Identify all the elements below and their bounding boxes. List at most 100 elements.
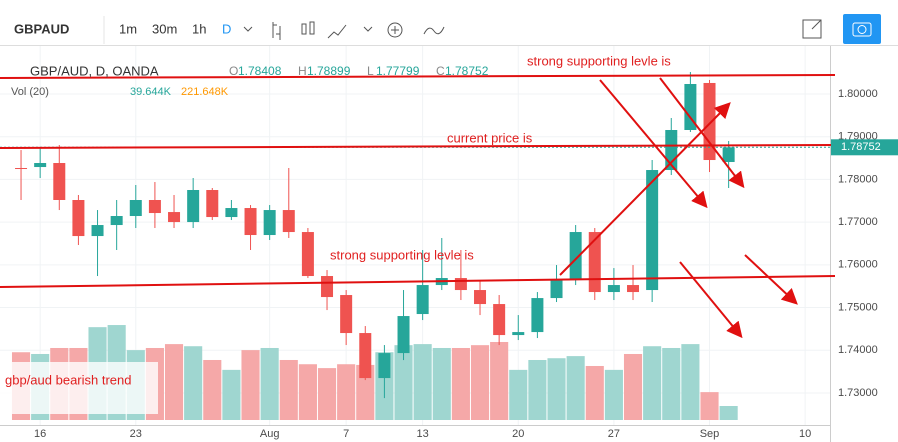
volume-bar: [566, 356, 585, 420]
annotation: strong supporting levle is: [527, 53, 671, 68]
x-tick-label: 10: [799, 428, 811, 440]
y-tick-label: 1.74000: [838, 344, 878, 356]
volume-bar: [432, 347, 451, 420]
candle-body: [72, 200, 85, 237]
candle-body: [607, 285, 620, 293]
last-price-label: 1.78752: [841, 141, 881, 153]
candle-body: [569, 232, 582, 281]
chart-title: GBP/AUD, D, OANDA: [30, 63, 159, 78]
ohlc-value: 1.78899: [307, 64, 351, 78]
volume-bar: [585, 365, 604, 420]
annotation: current price is: [447, 130, 533, 145]
volume-bar: [470, 345, 490, 420]
volume-bar: [509, 369, 528, 420]
volume-bar: [528, 359, 547, 420]
candle-body: [129, 200, 142, 217]
dropdown-icon[interactable]: [243, 26, 253, 32]
candle-body: [512, 332, 525, 336]
volume-bar: [203, 359, 222, 420]
ohlc-value: 1.78752: [445, 64, 489, 78]
candle-body: [91, 225, 104, 237]
x-tick-label: 13: [417, 428, 429, 440]
candle-body: [321, 276, 334, 298]
volume-bar: [164, 344, 184, 420]
volume-bar: [604, 369, 623, 420]
candle-body: [550, 280, 563, 299]
ohlc-value: 1.77799: [376, 64, 420, 78]
annotation: strong supporting levle is: [330, 247, 474, 262]
annotation: gbp/aud bearish trend: [5, 372, 131, 387]
candle-body: [722, 147, 735, 162]
snapshot-button[interactable]: [843, 14, 881, 44]
candle-body: [187, 190, 200, 223]
candle-body: [493, 304, 506, 336]
drawings: [0, 74, 836, 339]
candle-body: [340, 295, 353, 334]
x-tick-label: 27: [608, 428, 620, 440]
toolbar: [0, 0, 898, 46]
volume-name: Vol (20): [11, 86, 49, 98]
candle-body: [168, 212, 181, 223]
volume-bar: [241, 350, 260, 420]
candle-body: [474, 290, 487, 305]
volume-bar: [643, 346, 662, 420]
ohlc-key: L: [367, 64, 374, 78]
candle-body: [359, 333, 372, 379]
x-tick-label: 16: [34, 428, 46, 440]
interval[interactable]: 1m: [119, 21, 137, 36]
x-tick-label: 7: [343, 428, 349, 440]
volume-bar: [317, 368, 337, 420]
candle-body: [225, 208, 238, 218]
camera-lens: [857, 25, 867, 34]
volume-bar: [681, 344, 700, 420]
ohlc-key: O: [229, 64, 238, 78]
y-tick-label: 1.80000: [838, 88, 878, 100]
candle-body: [15, 168, 28, 170]
candle-body: [53, 163, 66, 200]
interval[interactable]: 1h: [192, 21, 206, 36]
candle-body: [416, 285, 429, 315]
candle-body: [454, 278, 467, 291]
volume-bar: [279, 359, 298, 420]
volume-bar: [356, 364, 375, 420]
interval[interactable]: 30m: [152, 21, 177, 36]
volume-bar: [260, 347, 279, 420]
volume-bar: [337, 364, 356, 420]
candle-body: [378, 353, 391, 379]
candle-body: [282, 210, 295, 233]
ohlc-key: H: [298, 64, 307, 78]
x-tick-label: Aug: [260, 428, 280, 440]
y-tick-label: 1.76000: [838, 259, 878, 271]
symbol[interactable]: GBPAUD: [14, 21, 69, 36]
toolbar-icons[interactable]: [272, 19, 822, 40]
interval[interactable]: D: [222, 21, 231, 36]
candle-body: [684, 83, 697, 130]
candle-body: [588, 232, 601, 293]
candle-body: [531, 298, 544, 333]
candle-body: [397, 316, 410, 354]
volume-bar: [394, 345, 413, 420]
candle-body: [627, 285, 640, 293]
volume-bar: [719, 406, 738, 420]
volume-bar: [222, 369, 241, 420]
candle-body: [646, 170, 659, 291]
ohlc-value: 1.78408: [238, 64, 282, 78]
volume-bar: [298, 364, 317, 420]
candle-body: [148, 200, 161, 214]
volume-last: 39.644K: [130, 86, 172, 98]
candle-body: [703, 82, 716, 161]
volume-bar: [547, 358, 566, 420]
x-tick-label: 20: [512, 428, 524, 440]
y-tick-label: 1.73000: [838, 387, 878, 399]
volume-ma: 221.648K: [181, 86, 229, 98]
x-tick-label: 23: [130, 428, 142, 440]
plot-area: [0, 46, 830, 425]
candle-body: [34, 163, 47, 168]
volume-bar: [623, 353, 643, 420]
overlay: strong supporting levle is current price…: [0, 53, 836, 414]
candle-body: [110, 216, 123, 226]
camera-icon: [852, 22, 872, 37]
ohlc-key: C: [436, 64, 445, 78]
volume-bar: [184, 346, 203, 420]
